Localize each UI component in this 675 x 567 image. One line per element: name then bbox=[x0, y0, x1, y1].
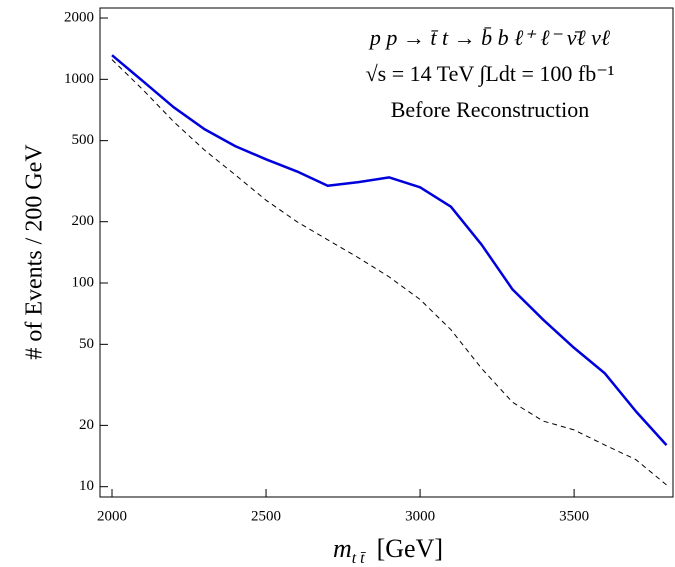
y-axis-label: # of Events / 200 GeV bbox=[22, 144, 48, 360]
x-label-unit: [GeV] bbox=[377, 534, 443, 563]
annotation: Before Reconstruction bbox=[391, 97, 590, 122]
y-tick-label: 10 bbox=[79, 478, 94, 494]
x-label-symbol: m bbox=[333, 534, 352, 563]
data-line bbox=[111, 54, 668, 446]
plot-frame bbox=[99, 7, 674, 498]
y-tick-label: 20 bbox=[79, 417, 94, 433]
x-tick-label: 3500 bbox=[559, 508, 589, 524]
y-tick-label: 1000 bbox=[64, 71, 94, 87]
x-tick-label: 2500 bbox=[251, 508, 281, 524]
y-tick-label: 500 bbox=[72, 132, 95, 148]
annotation: p p → t̄ t → b̄ b ℓ⁺ ℓ⁻ ν̄ℓ νℓ bbox=[368, 25, 611, 50]
y-tick-label: 50 bbox=[79, 336, 94, 352]
y-tick-label: 100 bbox=[72, 274, 95, 290]
data-line bbox=[111, 59, 667, 486]
x-label-subscript: t t̄ bbox=[352, 550, 366, 567]
x-tick-label: 2000 bbox=[97, 508, 127, 524]
y-tick-label: 200 bbox=[72, 213, 95, 229]
x-axis-label: mt t̄ [GeV] bbox=[333, 534, 443, 567]
y-tick-label: 2000 bbox=[64, 9, 94, 25]
x-tick-label: 3000 bbox=[405, 508, 435, 524]
annotation: √s = 14 TeV ∫Ldt = 100 fb⁻¹ bbox=[366, 61, 615, 87]
